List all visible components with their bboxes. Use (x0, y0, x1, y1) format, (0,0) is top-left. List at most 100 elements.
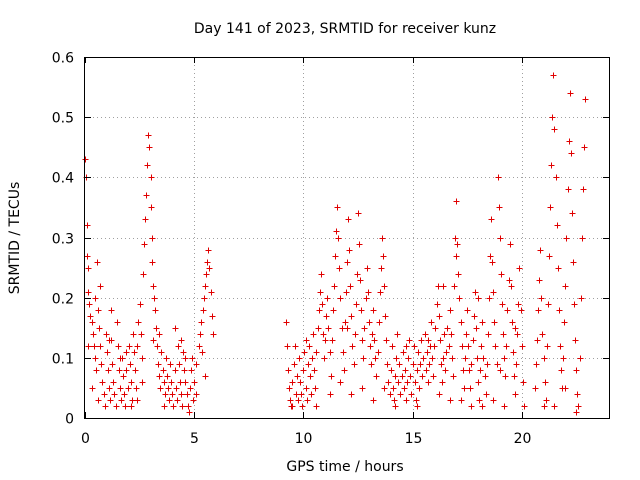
x-tick-label: 20 (514, 431, 532, 447)
data-point (287, 397, 294, 404)
data-point (349, 343, 356, 350)
data-point (424, 349, 431, 356)
data-point (497, 235, 504, 242)
data-point (578, 295, 585, 302)
data-point (556, 307, 563, 314)
data-point (157, 385, 164, 392)
data-point (92, 295, 99, 302)
data-point (141, 241, 148, 248)
data-point (98, 361, 105, 368)
data-point (320, 331, 327, 338)
data-point (420, 355, 427, 362)
data-point (351, 361, 358, 368)
data-point (330, 307, 337, 314)
data-point (429, 355, 436, 362)
data-point (96, 325, 103, 332)
data-point (400, 349, 407, 356)
data-point (156, 331, 163, 338)
data-point (125, 385, 132, 392)
data-point (92, 355, 99, 362)
data-point (369, 331, 376, 338)
data-point (154, 343, 161, 350)
data-point (82, 156, 89, 163)
data-point (477, 367, 484, 374)
data-point (440, 283, 447, 290)
data-point (544, 343, 551, 350)
data-point (501, 355, 508, 362)
data-point (115, 343, 122, 350)
data-point (464, 307, 471, 314)
data-point (444, 325, 451, 332)
data-point (162, 391, 169, 398)
data-point (358, 307, 365, 314)
data-point (458, 397, 465, 404)
data-point (483, 391, 490, 398)
data-point (150, 337, 157, 344)
data-point (148, 204, 155, 211)
data-point (392, 373, 399, 380)
data-point (546, 253, 553, 260)
data-point (459, 343, 466, 350)
data-point (575, 403, 582, 410)
data-point (453, 198, 460, 205)
data-point (168, 379, 175, 386)
data-point (388, 367, 395, 374)
data-point (107, 397, 114, 404)
data-point (405, 355, 412, 362)
data-point (291, 361, 298, 368)
data-point (468, 361, 475, 368)
data-point (103, 331, 110, 338)
data-point (348, 391, 355, 398)
data-point (126, 343, 133, 350)
data-point (565, 186, 572, 193)
data-point (186, 409, 193, 416)
data-point (327, 391, 334, 398)
data-point (449, 355, 456, 362)
data-point (344, 259, 351, 266)
data-point (487, 253, 494, 260)
data-point (355, 210, 362, 217)
data-point (416, 385, 423, 392)
data-point (440, 355, 447, 362)
data-point (117, 385, 124, 392)
data-point (370, 397, 377, 404)
data-point (321, 355, 328, 362)
data-point (492, 343, 499, 350)
data-point (205, 247, 212, 254)
data-point (152, 307, 159, 314)
data-point (341, 367, 348, 374)
data-point (425, 337, 432, 344)
data-point (446, 343, 453, 350)
data-point (414, 403, 421, 410)
data-point (375, 349, 382, 356)
data-point (560, 355, 567, 362)
data-point (574, 391, 581, 398)
data-point (116, 367, 123, 374)
data-point (542, 379, 549, 386)
data-point (285, 367, 292, 374)
data-point (202, 373, 209, 380)
data-point (461, 385, 468, 392)
data-point (132, 367, 139, 374)
data-point (118, 397, 125, 404)
data-point (208, 289, 215, 296)
data-point (370, 307, 377, 314)
data-point (97, 283, 104, 290)
data-point (426, 361, 433, 368)
data-point (172, 325, 179, 332)
data-point (508, 283, 515, 290)
data-point (197, 331, 204, 338)
data-point (569, 210, 576, 217)
data-point (463, 331, 470, 338)
data-point (324, 295, 331, 302)
data-point (139, 355, 146, 362)
data-point (121, 391, 128, 398)
data-point (465, 343, 472, 350)
data-point (537, 247, 544, 254)
data-point (379, 235, 386, 242)
data-point (475, 295, 482, 302)
data-point (333, 228, 340, 235)
data-point (554, 222, 561, 229)
data-point (482, 373, 489, 380)
data-point (108, 307, 115, 314)
